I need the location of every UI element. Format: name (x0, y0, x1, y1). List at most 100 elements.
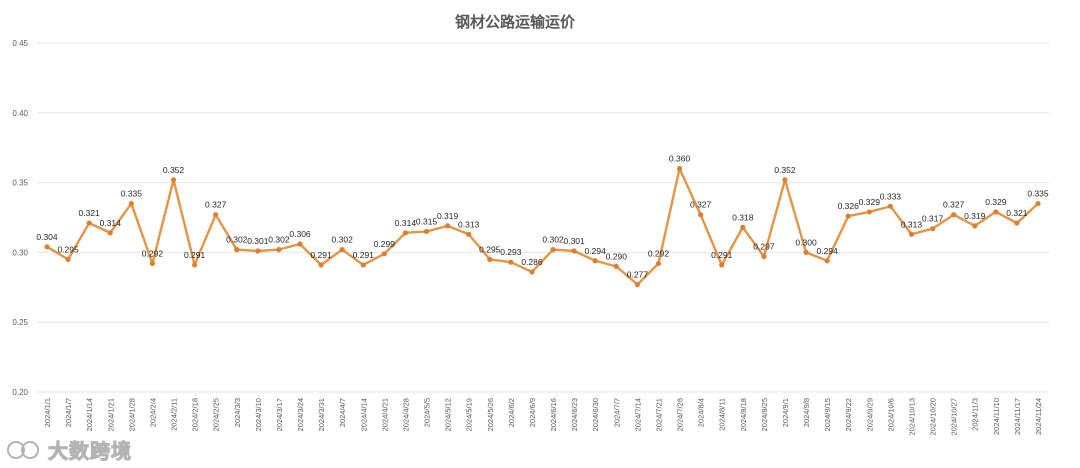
x-tick-label: 2024/8/25 (760, 398, 769, 431)
y-tick-label: 0.25 (12, 318, 28, 327)
x-tick-label: 2024/9/29 (865, 398, 874, 431)
x-tick-label: 2024/4/7 (338, 398, 347, 427)
data-label: 0.319 (437, 211, 459, 221)
x-tick-label: 2024/2/11 (170, 398, 179, 431)
x-tick-label: 2024/6/9 (528, 398, 537, 427)
data-point (402, 230, 409, 236)
x-tick-label: 2024/5/12 (444, 398, 453, 431)
data-point (1014, 220, 1020, 226)
x-tick-label: 2024/7/7 (612, 398, 621, 427)
chart-title: 钢材公路运输运价 (455, 13, 576, 31)
data-point (571, 248, 577, 254)
data-label: 0.313 (458, 219, 480, 229)
x-tick-label: 2024/1/28 (127, 398, 136, 431)
x-tick-label: 2024/6/23 (570, 398, 579, 431)
data-label: 0.321 (79, 208, 101, 218)
data-point (634, 281, 640, 288)
x-tick-label: 2024/1/14 (85, 398, 94, 431)
data-point (508, 259, 514, 265)
x-tick-label: 2024/3/10 (254, 398, 263, 431)
x-tick-label: 2024/2/4 (148, 398, 157, 427)
data-label: 0.292 (648, 249, 670, 259)
x-tick-label: 2024/3/17 (275, 398, 284, 431)
data-label: 0.293 (500, 247, 522, 257)
data-point (529, 269, 535, 275)
x-axis-ticks: 2024/1/1 2024/1/7 2024/1/14 2024/1/21 2024/1… (43, 398, 1043, 436)
x-tick-label: 2024/4/28 (401, 398, 410, 431)
x-tick-label: 2024/8/18 (739, 398, 748, 431)
x-tick-label: 2024/1/1 (43, 398, 52, 427)
x-tick-label: 2024/2/25 (212, 398, 221, 431)
data-point (170, 177, 177, 183)
data-point (466, 231, 472, 237)
data-label: 0.329 (985, 197, 1007, 207)
data-label: 0.313 (901, 219, 923, 229)
data-point (65, 256, 71, 262)
data-label: 0.315 (416, 216, 438, 226)
data-label: 0.327 (205, 200, 227, 210)
x-tick-label: 2024/10/27 (950, 398, 959, 436)
data-label: 0.292 (142, 249, 164, 259)
data-label: 0.317 (922, 214, 944, 224)
x-tick-label: 2024/6/2 (507, 398, 516, 427)
data-label: 0.335 (121, 189, 143, 199)
watermark-text: 大数跨境 (48, 439, 132, 464)
x-tick-label: 2024/8/4 (697, 398, 706, 427)
data-label: 0.304 (36, 232, 58, 242)
data-point (719, 262, 725, 268)
data-point (107, 230, 113, 236)
data-point (360, 262, 366, 268)
data-point (676, 166, 683, 172)
data-label: 0.290 (606, 251, 628, 261)
series-line (46, 167, 1039, 286)
x-tick-label: 2024/10/20 (929, 398, 938, 436)
data-label: 0.277 (627, 270, 649, 280)
data-point (803, 249, 809, 255)
x-tick-label: 2024/5/26 (486, 398, 495, 431)
x-tick-label: 2024/11/17 (1013, 398, 1022, 435)
x-tick-label: 2024/9/1 (781, 398, 790, 427)
y-axis-ticks: 0.20 0.25 0.30 0.35 0.40 0.45 (12, 39, 28, 397)
data-point (908, 231, 915, 237)
x-tick-label: 2024/10/6 (886, 398, 895, 431)
data-label: 0.299 (374, 239, 396, 249)
x-tick-label: 2024/8/11 (718, 398, 727, 431)
x-tick-label: 2024/5/19 (465, 398, 474, 431)
data-point (887, 203, 894, 209)
data-point (297, 241, 303, 247)
x-tick-label: 2024/6/30 (591, 398, 600, 431)
y-tick-label: 0.30 (12, 248, 28, 257)
y-tick-label: 0.40 (12, 109, 28, 118)
data-point (550, 247, 556, 253)
data-label: 0.352 (774, 165, 796, 175)
x-tick-label: 2024/9/8 (802, 398, 811, 427)
data-label: 0.314 (100, 218, 122, 228)
data-point (866, 209, 872, 215)
data-point (993, 209, 999, 215)
data-label: 0.300 (795, 237, 817, 247)
data-label: 0.326 (838, 201, 860, 211)
series-line-layer (46, 167, 1039, 286)
x-tick-label: 2024/5/5 (423, 398, 432, 427)
data-point (128, 200, 134, 207)
data-label: 0.302 (332, 235, 354, 245)
data-point (929, 226, 936, 232)
x-tick-label: 2024/4/14 (359, 398, 368, 431)
y-tick-label: 0.35 (12, 179, 28, 188)
data-point (191, 262, 198, 268)
data-label: 0.360 (669, 154, 691, 164)
x-tick-label: 2024/3/3 (233, 398, 242, 427)
data-point (149, 260, 156, 267)
data-label: 0.329 (859, 197, 881, 207)
x-tick-label: 2024/1/21 (106, 398, 115, 431)
data-point (655, 260, 662, 267)
x-tick-label: 2024/1/7 (64, 398, 73, 427)
data-point (972, 223, 978, 229)
data-point (339, 247, 345, 253)
data-label: 0.301 (247, 236, 269, 246)
x-tick-label: 2024/3/24 (296, 398, 305, 431)
x-tick-label: 2024/3/31 (317, 398, 326, 431)
data-point (213, 212, 219, 218)
data-label: 0.327 (943, 200, 965, 210)
